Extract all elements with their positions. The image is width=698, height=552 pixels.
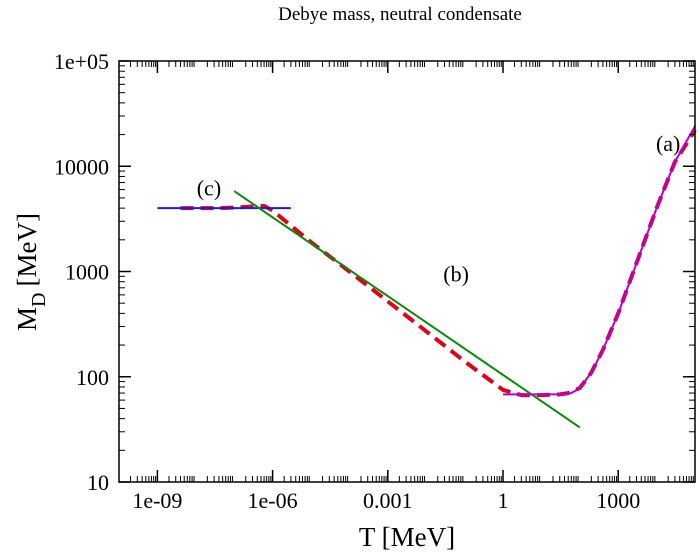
plot-frame (118, 60, 696, 483)
series-layer (157, 125, 697, 429)
x-tick-label: 1e-09 (132, 488, 182, 513)
y-tick-label: 10000 (54, 154, 109, 179)
x-tick-label: 0.001 (363, 488, 413, 513)
y-tick-label: 10 (87, 470, 109, 495)
x-tick-label: 1e-06 (248, 488, 298, 513)
annotations: (a) (b) (c) (197, 131, 681, 287)
x-axis-ticks: 1e-09 1e-06 0.001 1 1000 (132, 61, 640, 513)
y-tick-label: 1e+05 (54, 49, 109, 74)
svg-text:MD[MeV]: MD [MeV] (12, 213, 50, 331)
series-line-1 (180, 129, 697, 398)
series-line-4 (503, 125, 696, 396)
y-axis-ticks: 10 100 1000 10000 1e+05 (54, 49, 695, 495)
x-tick-label: 1 (498, 488, 509, 513)
y-axis-title-main: M (12, 307, 42, 331)
curve-annotation: (c) (197, 175, 221, 200)
x-tick-label: 1000 (596, 488, 640, 513)
y-axis-title-unit: [MeV] (12, 213, 42, 286)
curve-annotation: (b) (443, 262, 469, 287)
minor-ticks (119, 61, 695, 482)
x-axis-title: T [MeV] (359, 522, 455, 552)
curve-annotation: (a) (656, 131, 680, 156)
series-line-3 (233, 190, 581, 429)
y-tick-label: 100 (76, 365, 109, 390)
chart-title: Debye mass, neutral condensate (278, 4, 522, 25)
y-axis-title-subscript: D (28, 293, 50, 307)
y-tick-label: 1000 (65, 260, 109, 285)
y-axis-title: MD [MeV] (12, 213, 50, 331)
